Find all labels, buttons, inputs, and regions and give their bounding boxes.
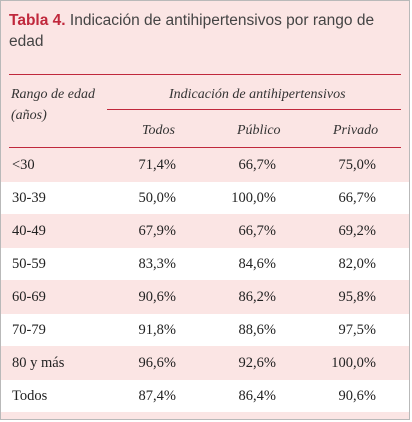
publico-cell: 86,4% xyxy=(238,388,276,404)
top-rule xyxy=(9,74,401,75)
group-header: Indicación de antihipertensivos xyxy=(169,87,346,102)
privado-cell: 100,0% xyxy=(331,355,376,371)
table-row: 30-39 50,0% 100,0% 66,7% xyxy=(1,182,409,214)
col-header-todos: Todos xyxy=(142,123,175,138)
table-row-total: Todos 87,4% 86,4% 90,6% xyxy=(1,380,409,412)
table-row: 50-59 83,3% 84,6% 82,0% xyxy=(1,248,409,280)
table-row: 60-69 90,6% 86,2% 95,8% xyxy=(1,281,409,313)
publico-cell: 86,2% xyxy=(238,289,276,305)
todos-cell: 71,4% xyxy=(138,157,176,173)
age-cell: Todos xyxy=(12,388,48,404)
header-rule xyxy=(9,147,401,148)
todos-cell: 67,9% xyxy=(138,223,176,239)
privado-cell: 95,8% xyxy=(338,289,376,305)
publico-cell: 88,6% xyxy=(238,322,276,338)
age-cell: <30 xyxy=(12,157,35,173)
table-row: 40-49 67,9% 66,7% 69,2% xyxy=(1,215,409,247)
publico-cell: 66,7% xyxy=(238,223,276,239)
todos-cell: 83,3% xyxy=(138,256,176,272)
todos-cell: 90,6% xyxy=(138,289,176,305)
todos-cell: 91,8% xyxy=(138,322,176,338)
age-cell: 40-49 xyxy=(12,223,46,239)
publico-cell: 66,7% xyxy=(238,157,276,173)
col-header-publico: Público xyxy=(237,123,281,138)
age-column-header: Rango de edad xyxy=(11,87,95,102)
privado-cell: 75,0% xyxy=(338,157,376,173)
group-rule xyxy=(107,109,401,110)
privado-cell: 69,2% xyxy=(338,223,376,239)
age-cell: 30-39 xyxy=(12,190,46,206)
publico-cell: 92,6% xyxy=(238,355,276,371)
table-row: 70-79 91,8% 88,6% 97,5% xyxy=(1,314,409,346)
todos-cell: 96,6% xyxy=(138,355,176,371)
table-caption: Tabla 4. Indicación de antihipertensivos… xyxy=(9,10,407,52)
table-label: Tabla 4. xyxy=(9,12,66,29)
privado-cell: 97,5% xyxy=(338,322,376,338)
publico-cell: 84,6% xyxy=(238,256,276,272)
todos-cell: 87,4% xyxy=(138,388,176,404)
col-header-privado: Privado xyxy=(333,123,379,138)
age-cell: 70-79 xyxy=(12,322,46,338)
publico-cell: 100,0% xyxy=(231,190,276,206)
todos-cell: 50,0% xyxy=(138,190,176,206)
table-row: 80 y más 96,6% 92,6% 100,0% xyxy=(1,347,409,379)
table-row: <30 71,4% 66,7% 75,0% xyxy=(1,149,409,181)
age-column-header-unit: (años) xyxy=(11,108,47,123)
privado-cell: 82,0% xyxy=(338,256,376,272)
table-title: Indicación de antihipertensivos por rang… xyxy=(9,12,375,50)
age-cell: 50-59 xyxy=(12,256,46,272)
age-cell: 80 y más xyxy=(12,355,65,371)
privado-cell: 90,6% xyxy=(338,388,376,404)
age-cell: 60-69 xyxy=(12,289,46,305)
privado-cell: 66,7% xyxy=(338,190,376,206)
